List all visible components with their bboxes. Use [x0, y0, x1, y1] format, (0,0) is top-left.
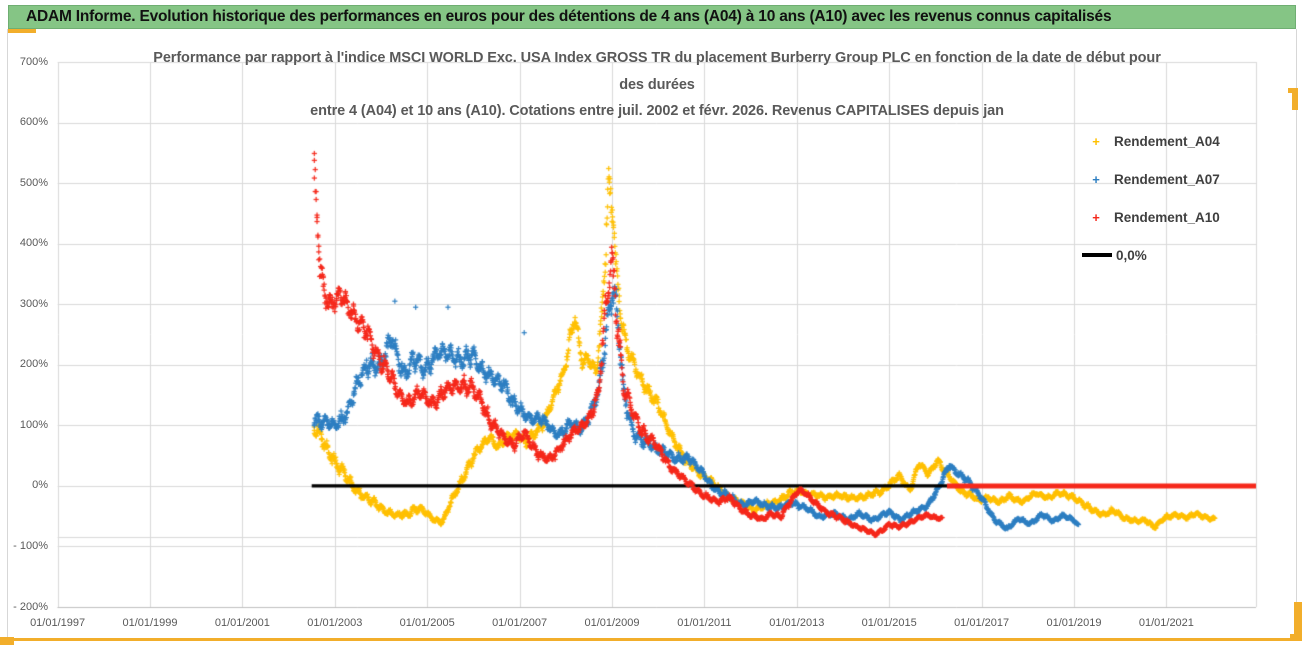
- legend-item-zero-line: 0,0%: [1082, 236, 1220, 274]
- x-tick-label: 01/01/2021: [1138, 617, 1194, 629]
- legend-item-rendement-a07: + Rendement_A07: [1082, 160, 1220, 198]
- x-tick-label: 01/01/2003: [307, 617, 363, 629]
- y-tick-label: 300%: [19, 297, 48, 310]
- chart-title-line-3: entre 4 (A04) et 10 ans (A10). Cotations…: [310, 103, 1004, 119]
- x-tick-label: 01/01/2005: [399, 617, 455, 629]
- page-left-border: [7, 29, 8, 639]
- x-tick-label: 01/01/2007: [492, 617, 548, 629]
- amber-accent-header-left: [8, 29, 36, 33]
- amber-bottom-rule: [0, 638, 1302, 641]
- x-tick-label: 01/01/2009: [584, 617, 640, 629]
- y-tick-label: 700%: [19, 55, 48, 68]
- y-tick-label: 400%: [19, 237, 48, 250]
- y-tick-label: 100%: [19, 418, 48, 431]
- zero-line-icon: [1082, 253, 1112, 257]
- x-tick-label: 01/01/2013: [769, 617, 825, 629]
- x-tick-label: 01/01/2001: [214, 617, 270, 629]
- x-tick-label: 01/01/2017: [954, 617, 1010, 629]
- chart-title-line-2: des durées: [619, 77, 695, 93]
- amber-right-bar: [1294, 602, 1302, 640]
- chart-legend: + Rendement_A04 + Rendement_A07 + Rendem…: [1082, 122, 1220, 274]
- amber-bottom-right-square: [1290, 634, 1302, 641]
- y-tick-label: - 200%: [13, 600, 48, 613]
- plus-marker-icon: +: [1092, 171, 1100, 187]
- x-tick-label: 01/01/2019: [1046, 617, 1102, 629]
- plus-marker-icon: +: [1092, 209, 1100, 225]
- x-tick-label: 01/01/2011: [677, 617, 732, 629]
- amber-accent-corner-side: [1292, 88, 1298, 110]
- chart-title-line-1: Performance par rapport à l'indice MSCI …: [153, 50, 1161, 66]
- y-tick-label: 500%: [19, 176, 48, 189]
- amber-bottom-left-square: [0, 636, 14, 645]
- page-title: ADAM Informe. Evolution historique des p…: [26, 8, 1112, 25]
- header-bar: ADAM Informe. Evolution historique des p…: [8, 5, 1296, 29]
- legend-item-rendement-a04: + Rendement_A04: [1082, 122, 1220, 160]
- x-tick-label: 01/01/1999: [122, 617, 178, 629]
- legend-item-rendement-a10: + Rendement_A10: [1082, 198, 1220, 236]
- x-tick-label: 01/01/1997: [30, 617, 86, 629]
- x-tick-label: 01/01/2015: [861, 617, 917, 629]
- y-tick-label: 0%: [32, 479, 48, 492]
- y-tick-label: 600%: [19, 116, 48, 129]
- plus-marker-icon: +: [1092, 133, 1100, 149]
- y-tick-label: 200%: [19, 358, 48, 371]
- page-right-border: [1296, 29, 1297, 604]
- y-tick-label: - 100%: [13, 539, 48, 552]
